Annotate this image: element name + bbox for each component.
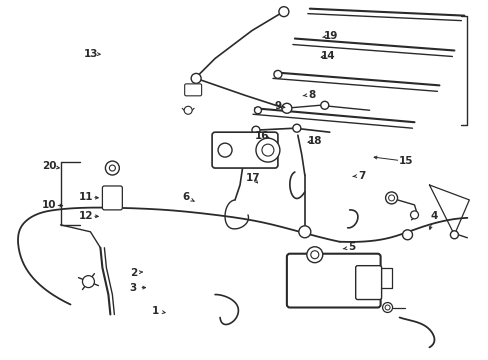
Text: 5: 5 — [347, 242, 355, 252]
Circle shape — [82, 276, 94, 288]
Circle shape — [292, 124, 300, 132]
Circle shape — [184, 106, 192, 114]
Circle shape — [251, 126, 260, 134]
Circle shape — [320, 101, 328, 109]
Text: 2: 2 — [129, 267, 137, 278]
Circle shape — [262, 144, 273, 156]
Circle shape — [382, 302, 392, 312]
Text: 8: 8 — [307, 90, 315, 100]
Circle shape — [278, 7, 288, 17]
Circle shape — [105, 161, 119, 175]
Text: 3: 3 — [129, 283, 137, 293]
Text: 7: 7 — [357, 171, 365, 181]
Circle shape — [298, 226, 310, 238]
FancyBboxPatch shape — [102, 186, 122, 210]
FancyBboxPatch shape — [286, 254, 380, 307]
Circle shape — [449, 231, 457, 239]
Text: 1: 1 — [152, 306, 159, 316]
FancyBboxPatch shape — [355, 266, 381, 300]
Circle shape — [109, 165, 115, 171]
Circle shape — [388, 195, 394, 201]
Circle shape — [385, 305, 389, 310]
Circle shape — [255, 138, 279, 162]
Text: 6: 6 — [182, 192, 189, 202]
Circle shape — [410, 211, 418, 219]
Text: 13: 13 — [83, 49, 98, 59]
Circle shape — [385, 192, 397, 204]
Circle shape — [218, 143, 232, 157]
Text: 20: 20 — [42, 161, 57, 171]
Text: 14: 14 — [321, 51, 335, 61]
FancyBboxPatch shape — [212, 132, 277, 168]
Circle shape — [402, 230, 412, 240]
Text: 10: 10 — [42, 200, 57, 210]
Text: 9: 9 — [274, 102, 281, 112]
Circle shape — [306, 247, 322, 263]
Text: 18: 18 — [307, 136, 322, 146]
FancyBboxPatch shape — [184, 84, 201, 96]
Text: 15: 15 — [398, 156, 413, 166]
Text: 16: 16 — [254, 131, 268, 141]
Text: 19: 19 — [324, 31, 338, 41]
Text: 12: 12 — [79, 211, 93, 221]
Circle shape — [310, 251, 318, 259]
Text: 11: 11 — [79, 192, 93, 202]
Circle shape — [254, 107, 261, 114]
Circle shape — [273, 71, 281, 78]
Text: 17: 17 — [245, 173, 260, 183]
Circle shape — [281, 103, 291, 113]
Text: 4: 4 — [429, 211, 436, 221]
Circle shape — [191, 73, 201, 84]
